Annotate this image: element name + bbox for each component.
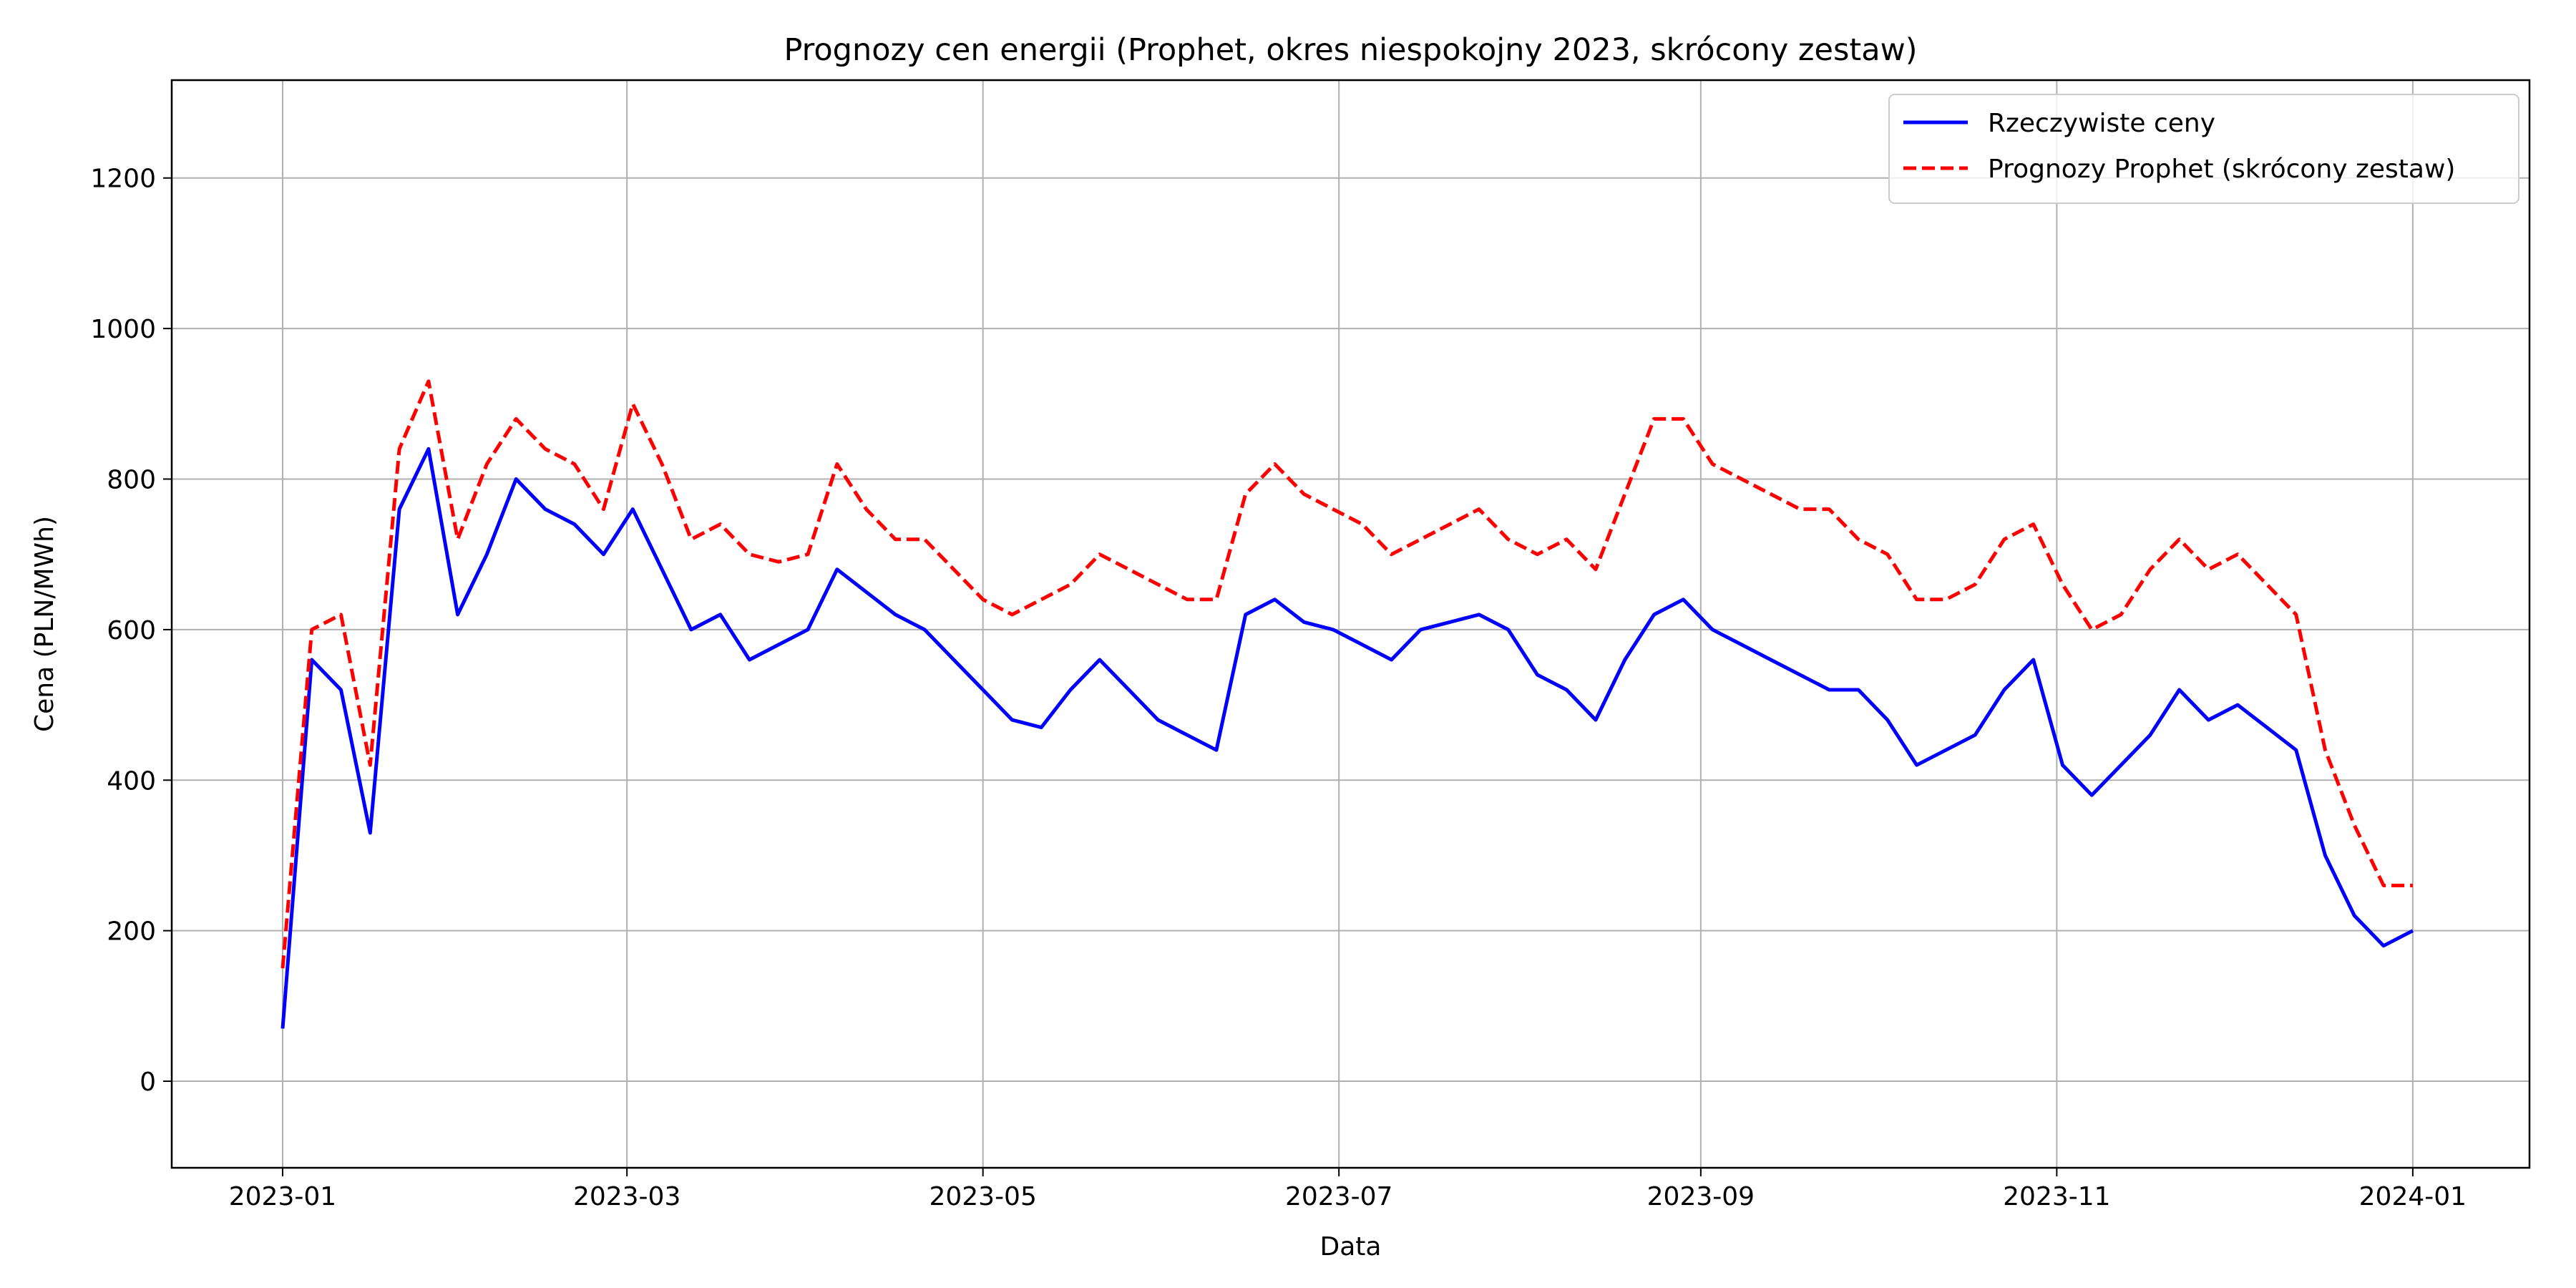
legend-label-actual: Rzeczywiste ceny bbox=[1988, 109, 2215, 138]
series-actual-line bbox=[280, 447, 2414, 1029]
y-axis-label: Cena (PLN/MWh) bbox=[30, 516, 59, 732]
y-tick-label: 600 bbox=[107, 616, 156, 645]
y-tick-label: 200 bbox=[107, 917, 156, 947]
series-lines bbox=[280, 379, 2414, 1029]
x-tick-label: 2023-11 bbox=[2003, 1182, 2110, 1211]
y-tick-label: 0 bbox=[140, 1068, 156, 1097]
series-forecast-line bbox=[280, 379, 2413, 969]
chart-title: Prognozy cen energii (Prophet, okres nie… bbox=[784, 32, 1917, 68]
x-tick-label: 2023-03 bbox=[573, 1182, 680, 1211]
x-tick-label: 2023-05 bbox=[929, 1182, 1036, 1211]
x-tick-label: 2023-09 bbox=[1647, 1182, 1755, 1211]
x-tick-label: 2023-01 bbox=[229, 1182, 336, 1211]
x-tick-label: 2024-01 bbox=[2359, 1182, 2467, 1211]
y-tick-label: 800 bbox=[107, 466, 156, 495]
y-tick-label: 400 bbox=[107, 766, 156, 796]
legend-label-forecast: Prognozy Prophet (skrócony zestaw) bbox=[1988, 155, 2455, 184]
legend-box bbox=[1888, 94, 2519, 204]
grid-lines bbox=[172, 80, 2529, 1168]
y-tick-label: 1000 bbox=[90, 315, 156, 344]
plot-frame bbox=[170, 79, 2531, 1169]
y-tick-label: 1200 bbox=[90, 165, 156, 194]
legend: Rzeczywiste ceny Prognozy Prophet (skróc… bbox=[1888, 94, 2519, 204]
x-tick-label: 2023-07 bbox=[1285, 1182, 1392, 1211]
x-axis-label: Data bbox=[1320, 1232, 1382, 1262]
axis-ticks: 2023-01 2023-03 2023-05 2023-07 2023-09 2023-… bbox=[90, 165, 2467, 1211]
